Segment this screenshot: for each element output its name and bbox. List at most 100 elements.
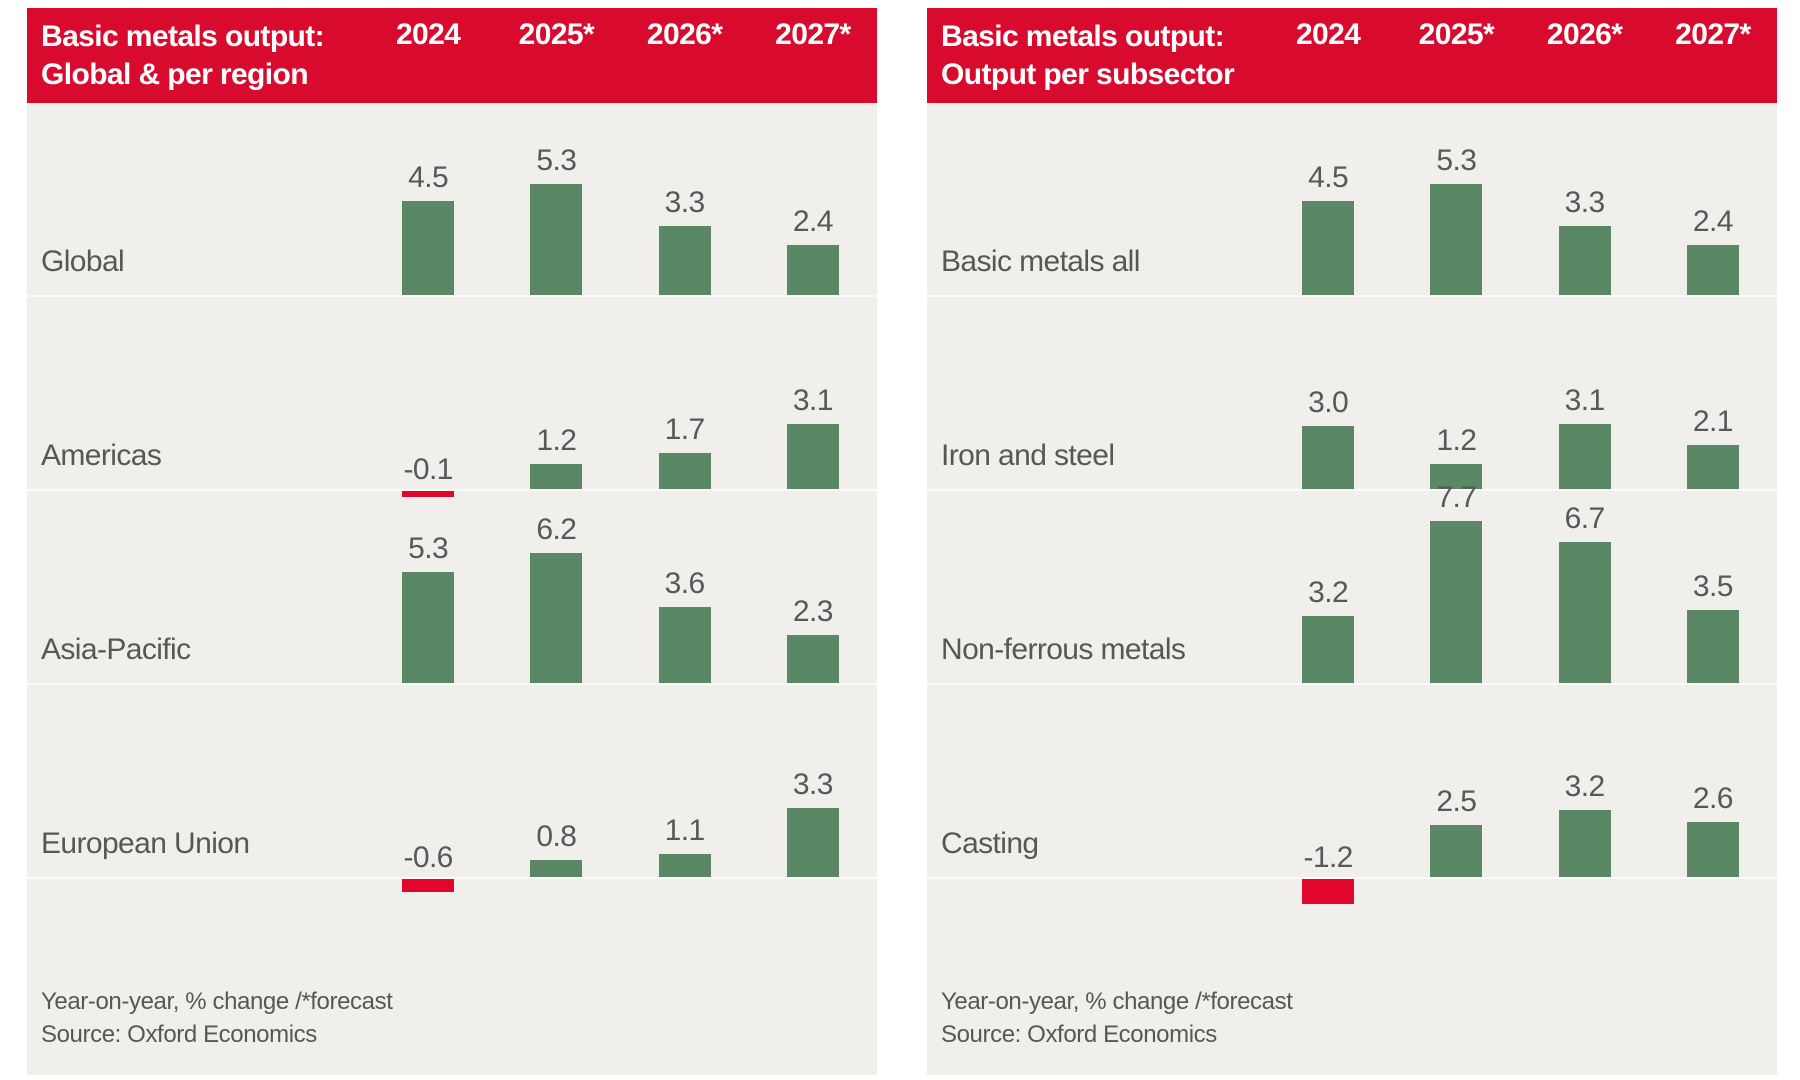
year-column-label: 2027*: [1675, 18, 1751, 51]
bar-cell: 2.1: [1649, 297, 1777, 489]
panel-header: Basic metals output: Output per subsecto…: [927, 8, 1777, 103]
value-label: 1.1: [664, 813, 706, 847]
chart-row: Global 4.5 5.3 3.3 2.4: [27, 103, 877, 297]
bar-cell: 3.6: [621, 491, 749, 683]
chart-row: European Union -0.6 0.8 1.1 3.3: [27, 685, 877, 892]
bar: [658, 607, 711, 683]
value-label: 3.1: [792, 383, 834, 417]
panel-footer: Year-on-year, % change /*forecast Source…: [27, 879, 877, 1075]
value-label: 3.1: [1564, 383, 1606, 417]
negative-bar: [1302, 879, 1355, 905]
bar-cell: 0.8: [492, 685, 620, 877]
bar-cell: 3.5: [1649, 491, 1777, 683]
bar-cell: 2.4: [1649, 103, 1777, 295]
chart-subtitle: Output per subsector: [941, 58, 1235, 91]
year-column-label: 2025*: [1418, 18, 1495, 51]
value-label: 2.4: [1692, 204, 1734, 238]
bar: [786, 244, 839, 295]
bar-cell: 7.7: [1392, 481, 1520, 683]
chart-subtitle: Global & per region: [41, 58, 309, 91]
bar-cell: 1.2: [492, 297, 620, 489]
bar: [530, 183, 583, 295]
bar-cell: 5.3: [364, 491, 492, 683]
row-label: Iron and steel: [941, 439, 1115, 472]
bar: [530, 463, 583, 489]
year-columns: 2024 2025* 2026* 2027*: [1264, 8, 1777, 103]
bar: [1686, 444, 1739, 489]
value-label: 3.3: [664, 185, 706, 219]
bar-cell: 1.1: [621, 685, 749, 877]
bar: [786, 634, 839, 683]
year-column-label: 2027*: [775, 18, 851, 51]
bar: [530, 860, 583, 877]
value-label: 5.3: [536, 143, 577, 177]
bar: [1558, 225, 1611, 295]
year-column-label: 2026*: [1546, 18, 1623, 51]
chart-title: Basic metals output:: [41, 20, 325, 53]
year-column-label: 2024: [395, 18, 461, 51]
value-label: 3.0: [1308, 386, 1349, 419]
rows: Basic metals all 4.5 5.3 3.3 2.4 Iron and ste…: [927, 103, 1777, 905]
bar-cell: 2.3: [749, 491, 877, 683]
value-label: 4.5: [1308, 160, 1349, 194]
bar-cell: 5.3: [492, 103, 620, 295]
bar-cell: 3.0: [1264, 297, 1392, 489]
bar-cell: 2.6: [1649, 685, 1777, 877]
row-label: European Union: [41, 827, 250, 860]
bar-cell: 4.5: [1264, 103, 1392, 295]
footnote: Year-on-year, % change /*forecast: [41, 988, 393, 1015]
value-label: -1.2: [1303, 841, 1353, 874]
bar-cell: 4.5: [364, 103, 492, 295]
bar: [786, 423, 839, 489]
row-label: Casting: [941, 827, 1039, 860]
bar-cell: 2.4: [749, 103, 877, 295]
chart-row: Iron and steel 3.0 1.2 3.1 2.1: [927, 297, 1777, 491]
year-column-label: 2024: [1295, 18, 1361, 51]
value-label: -0.6: [403, 841, 453, 874]
value-label: 3.2: [1564, 769, 1606, 803]
bar: [530, 552, 583, 683]
value-label: 2.5: [1436, 784, 1477, 818]
bar-cell: 1.7: [621, 297, 749, 489]
value-label: 5.3: [408, 531, 449, 565]
negative-bar: [402, 879, 455, 892]
bar-cell: 6.2: [492, 491, 620, 683]
bar: [1558, 423, 1611, 489]
value-label: 0.8: [536, 820, 577, 854]
row-label: Asia-Pacific: [41, 633, 191, 666]
source-note: Source: Oxford Economics: [41, 1021, 317, 1048]
bar: [786, 807, 839, 877]
bar-cell: 3.2: [1264, 491, 1392, 683]
year-column-label: 2026*: [646, 18, 723, 51]
chart-row: Asia-Pacific 5.3 6.2 3.6 2.3: [27, 491, 877, 685]
chart-row: Casting -1.2 2.5 3.2 2.6: [927, 685, 1777, 905]
footnote: Year-on-year, % change /*forecast: [941, 988, 1293, 1015]
bar: [402, 200, 455, 295]
value-label: 3.6: [664, 567, 706, 601]
row-label: Basic metals all: [941, 245, 1140, 278]
negative-bar: [402, 491, 455, 497]
bar: [1430, 824, 1483, 877]
bar-cell: 3.1: [749, 297, 877, 489]
row-label: Global: [41, 245, 125, 278]
value-label: 6.7: [1564, 502, 1606, 536]
bar: [658, 225, 711, 295]
row-label: Americas: [41, 439, 162, 472]
value-label: 2.6: [1692, 782, 1734, 816]
chart-title: Basic metals output:: [941, 20, 1225, 53]
bar: [1302, 200, 1355, 295]
value-label: 3.3: [792, 767, 834, 801]
year-columns: 2024 2025* 2026* 2027*: [364, 8, 877, 103]
value-label: 3.5: [1692, 569, 1734, 603]
bar: [658, 853, 711, 877]
panel-subsectors: Basic metals output: Output per subsecto…: [927, 8, 1777, 1075]
bar: [1430, 183, 1483, 295]
chart-row: Non-ferrous metals 3.2 7.7 6.7 3.5: [927, 481, 1777, 685]
value-label: 7.7: [1436, 481, 1477, 515]
bar-cell: 3.2: [1521, 685, 1649, 877]
bar-cell: 3.3: [1521, 103, 1649, 295]
bar-cell: -0.1: [364, 297, 492, 497]
value-label: -0.1: [403, 453, 453, 486]
value-label: 2.3: [792, 594, 834, 628]
